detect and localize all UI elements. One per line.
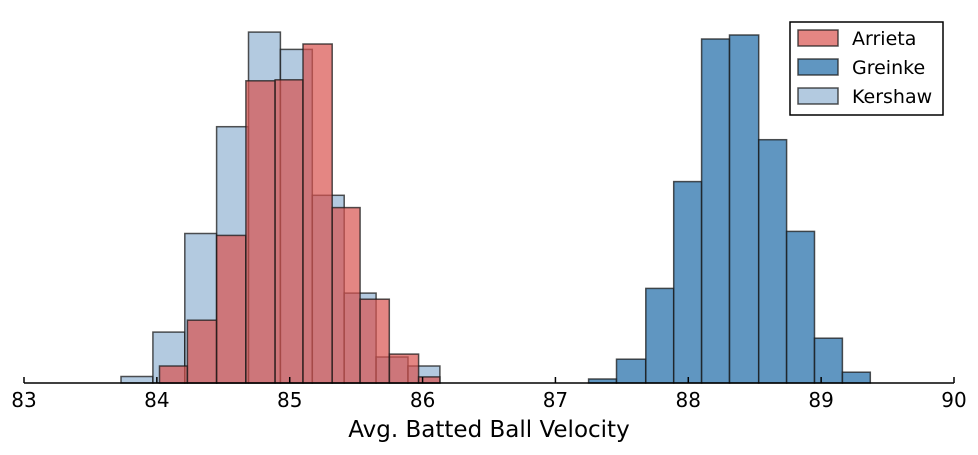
bar-greinke-7 xyxy=(785,230,816,384)
x-tick-label-85: 85 xyxy=(277,388,302,412)
x-tick-label-86: 86 xyxy=(410,388,435,412)
bar-arrieta-9 xyxy=(417,376,441,384)
bar-greinke-9 xyxy=(841,371,872,384)
bar-greinke-3 xyxy=(672,180,703,384)
bar-greinke-2 xyxy=(645,287,675,384)
bar-arrieta-3 xyxy=(245,80,276,384)
legend-label-arrieta: Arrieta xyxy=(852,28,916,50)
bar-greinke-5 xyxy=(728,34,760,384)
histogram-bars xyxy=(120,31,872,384)
x-axis-label: Avg. Batted Ball Velocity xyxy=(348,417,629,443)
legend-label-kershaw: Kershaw xyxy=(852,86,932,108)
bar-arrieta-2 xyxy=(215,234,247,384)
x-tick-label-90: 90 xyxy=(941,388,966,412)
legend-label-greinke: Greinke xyxy=(852,57,925,79)
bar-greinke-8 xyxy=(813,337,844,384)
bar-arrieta-4 xyxy=(274,79,304,384)
legend: Arrieta Greinke Kershaw xyxy=(789,21,944,116)
bar-arrieta-6 xyxy=(331,206,361,384)
x-tick-label-83: 83 xyxy=(11,388,36,412)
legend-swatch-kershaw xyxy=(797,87,839,105)
x-tick-label-87: 87 xyxy=(543,388,568,412)
bar-greinke-6 xyxy=(757,138,788,384)
bar-greinke-4 xyxy=(700,38,731,384)
legend-swatch-arrieta xyxy=(797,29,839,47)
x-tick-label-89: 89 xyxy=(808,388,833,412)
bar-arrieta-0 xyxy=(158,365,189,384)
series-greinke xyxy=(587,34,872,384)
legend-swatch-greinke xyxy=(797,58,839,76)
bar-arrieta-7 xyxy=(359,298,391,384)
bar-arrieta-5 xyxy=(302,43,333,384)
bar-arrieta-1 xyxy=(186,319,218,384)
bar-kershaw-0 xyxy=(120,375,154,384)
x-tick-label-88: 88 xyxy=(676,388,701,412)
x-tick-label-84: 84 xyxy=(144,388,169,412)
series-arrieta xyxy=(158,43,441,384)
bar-greinke-1 xyxy=(615,358,647,384)
bar-arrieta-8 xyxy=(388,353,420,384)
x-axis-ticks: 83 84 85 86 87 88 89 90 xyxy=(11,377,967,412)
